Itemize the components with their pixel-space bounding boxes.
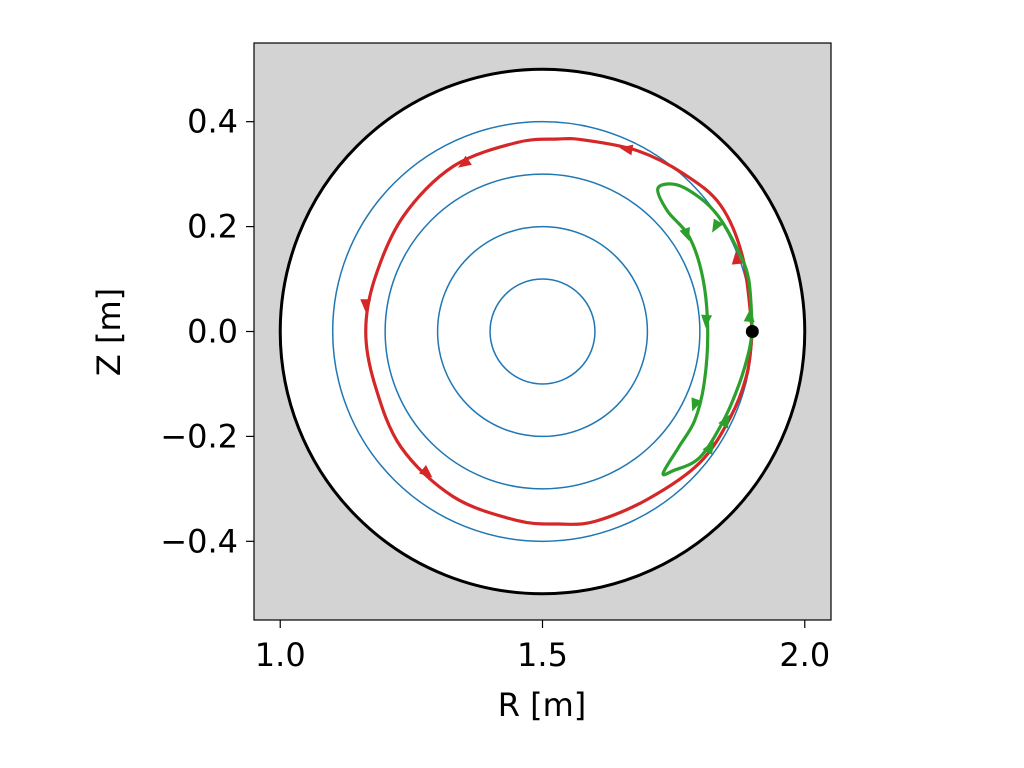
start-point-marker	[745, 325, 759, 338]
x-tick-label: 2.0	[779, 636, 830, 674]
orbit-direction-arrow	[712, 218, 724, 233]
y-tick-label: 0.2	[187, 208, 238, 246]
y-tick-label: −0.2	[160, 417, 238, 455]
y-tick-label: 0.4	[187, 103, 238, 141]
x-tick-label: 1.0	[255, 636, 306, 674]
orbit-direction-arrow	[679, 226, 690, 242]
orbit-direction-arrow	[418, 465, 433, 478]
orbit-direction-arrow	[458, 155, 472, 168]
orbit-path-2	[656, 182, 754, 477]
flux-surface	[436, 225, 649, 438]
orbit-direction-arrow	[691, 397, 702, 412]
flux-surface	[489, 278, 596, 385]
x-axis-label: R [m]	[498, 686, 587, 724]
orbit-direction-arrow	[718, 414, 730, 429]
flux-surface	[384, 173, 701, 490]
orbit-direction-arrow	[731, 251, 743, 265]
orbit-direction-arrow	[360, 299, 372, 313]
y-tick-label: 0.0	[187, 313, 238, 351]
x-tick-label: 1.5	[517, 636, 568, 674]
orbit-direction-arrow	[743, 308, 755, 323]
vessel-boundary	[278, 67, 807, 596]
y-tick-label: −0.4	[160, 522, 238, 560]
orbit-direction-arrow	[701, 314, 713, 328]
orbit-direction-arrow	[702, 440, 714, 455]
y-axis-label: Z [m]	[90, 288, 128, 376]
orbit-direction-arrow	[619, 144, 634, 156]
orbit-path-1	[364, 137, 754, 526]
